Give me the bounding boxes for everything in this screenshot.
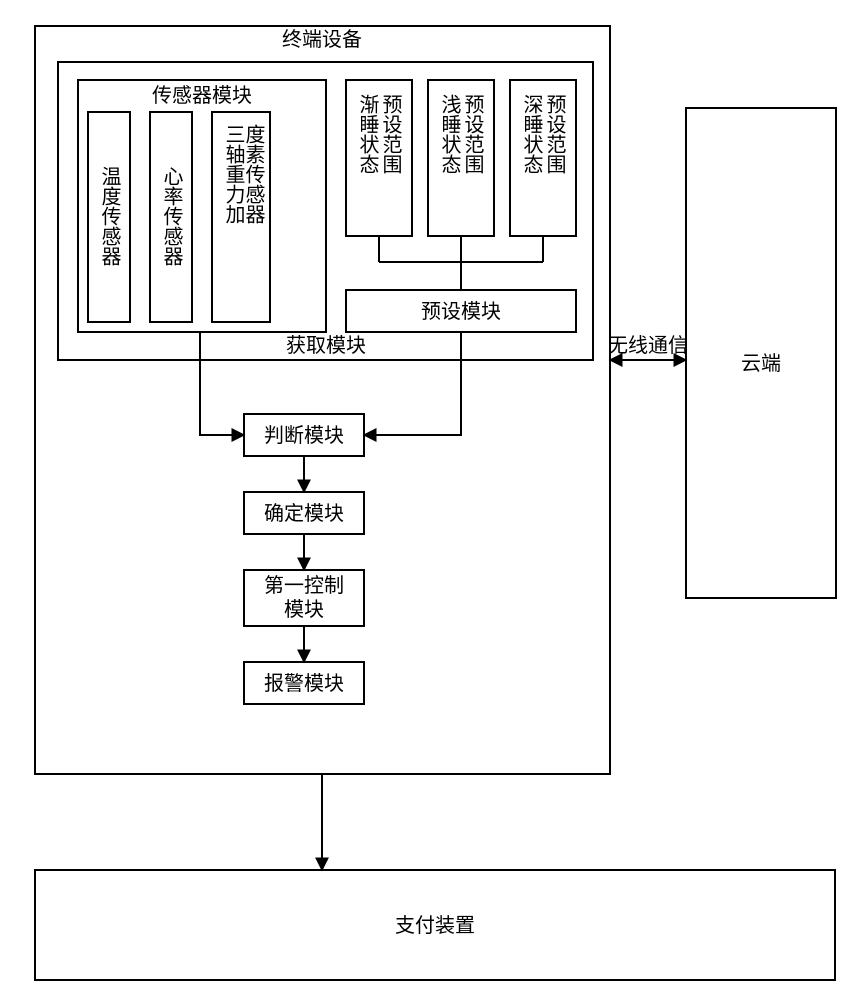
confirm-title: 确定模块 [264,502,344,525]
preset-range-label-0-a: 渐睡状态 [356,94,379,174]
sensor-group-title: 传感器模块 [152,84,252,107]
preset-range-label-0-b: 预设范围 [379,94,402,174]
alarm-title: 报警模块 [264,672,344,695]
sensor-label-2-b: 度素传感器 [242,124,265,224]
preset-range-label-2-a: 深睡状态 [520,94,543,174]
preset-to-judge [364,332,461,435]
sensor-to-judge [200,332,244,435]
wireless-label: 无线通信 [608,334,688,357]
payment-title: 支付装置 [395,914,475,937]
cloud-title: 云端 [741,352,781,375]
ctrl1-title-1: 第一控制 [264,574,344,597]
sensor-label-1: 心率传感器 [160,166,183,266]
diagram-canvas: 终端设备获取模块传感器模块温度传感器心率传感器三轴重力加度素传感器渐睡状态预设范… [0,0,857,1000]
sensor-label-0: 温度传感器 [98,166,121,266]
preset-range-label-2-b: 预设范围 [543,94,566,174]
preset-module-title: 预设模块 [421,300,501,323]
preset-range-label-1-a: 浅睡状态 [438,94,461,174]
preset-range-label-1-b: 预设范围 [461,94,484,174]
terminal-title: 终端设备 [282,28,362,51]
acquire-title: 获取模块 [286,334,366,357]
ctrl1-title-2: 模块 [284,598,324,621]
judge-title: 判断模块 [264,424,344,447]
